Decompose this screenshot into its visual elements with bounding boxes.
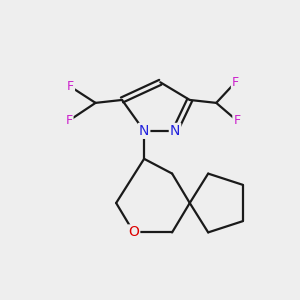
- Text: F: F: [232, 76, 239, 89]
- Text: F: F: [67, 80, 74, 93]
- Text: N: N: [170, 124, 180, 138]
- Text: O: O: [128, 225, 139, 239]
- Text: N: N: [139, 124, 149, 138]
- Text: F: F: [233, 114, 240, 127]
- Text: F: F: [65, 114, 73, 127]
